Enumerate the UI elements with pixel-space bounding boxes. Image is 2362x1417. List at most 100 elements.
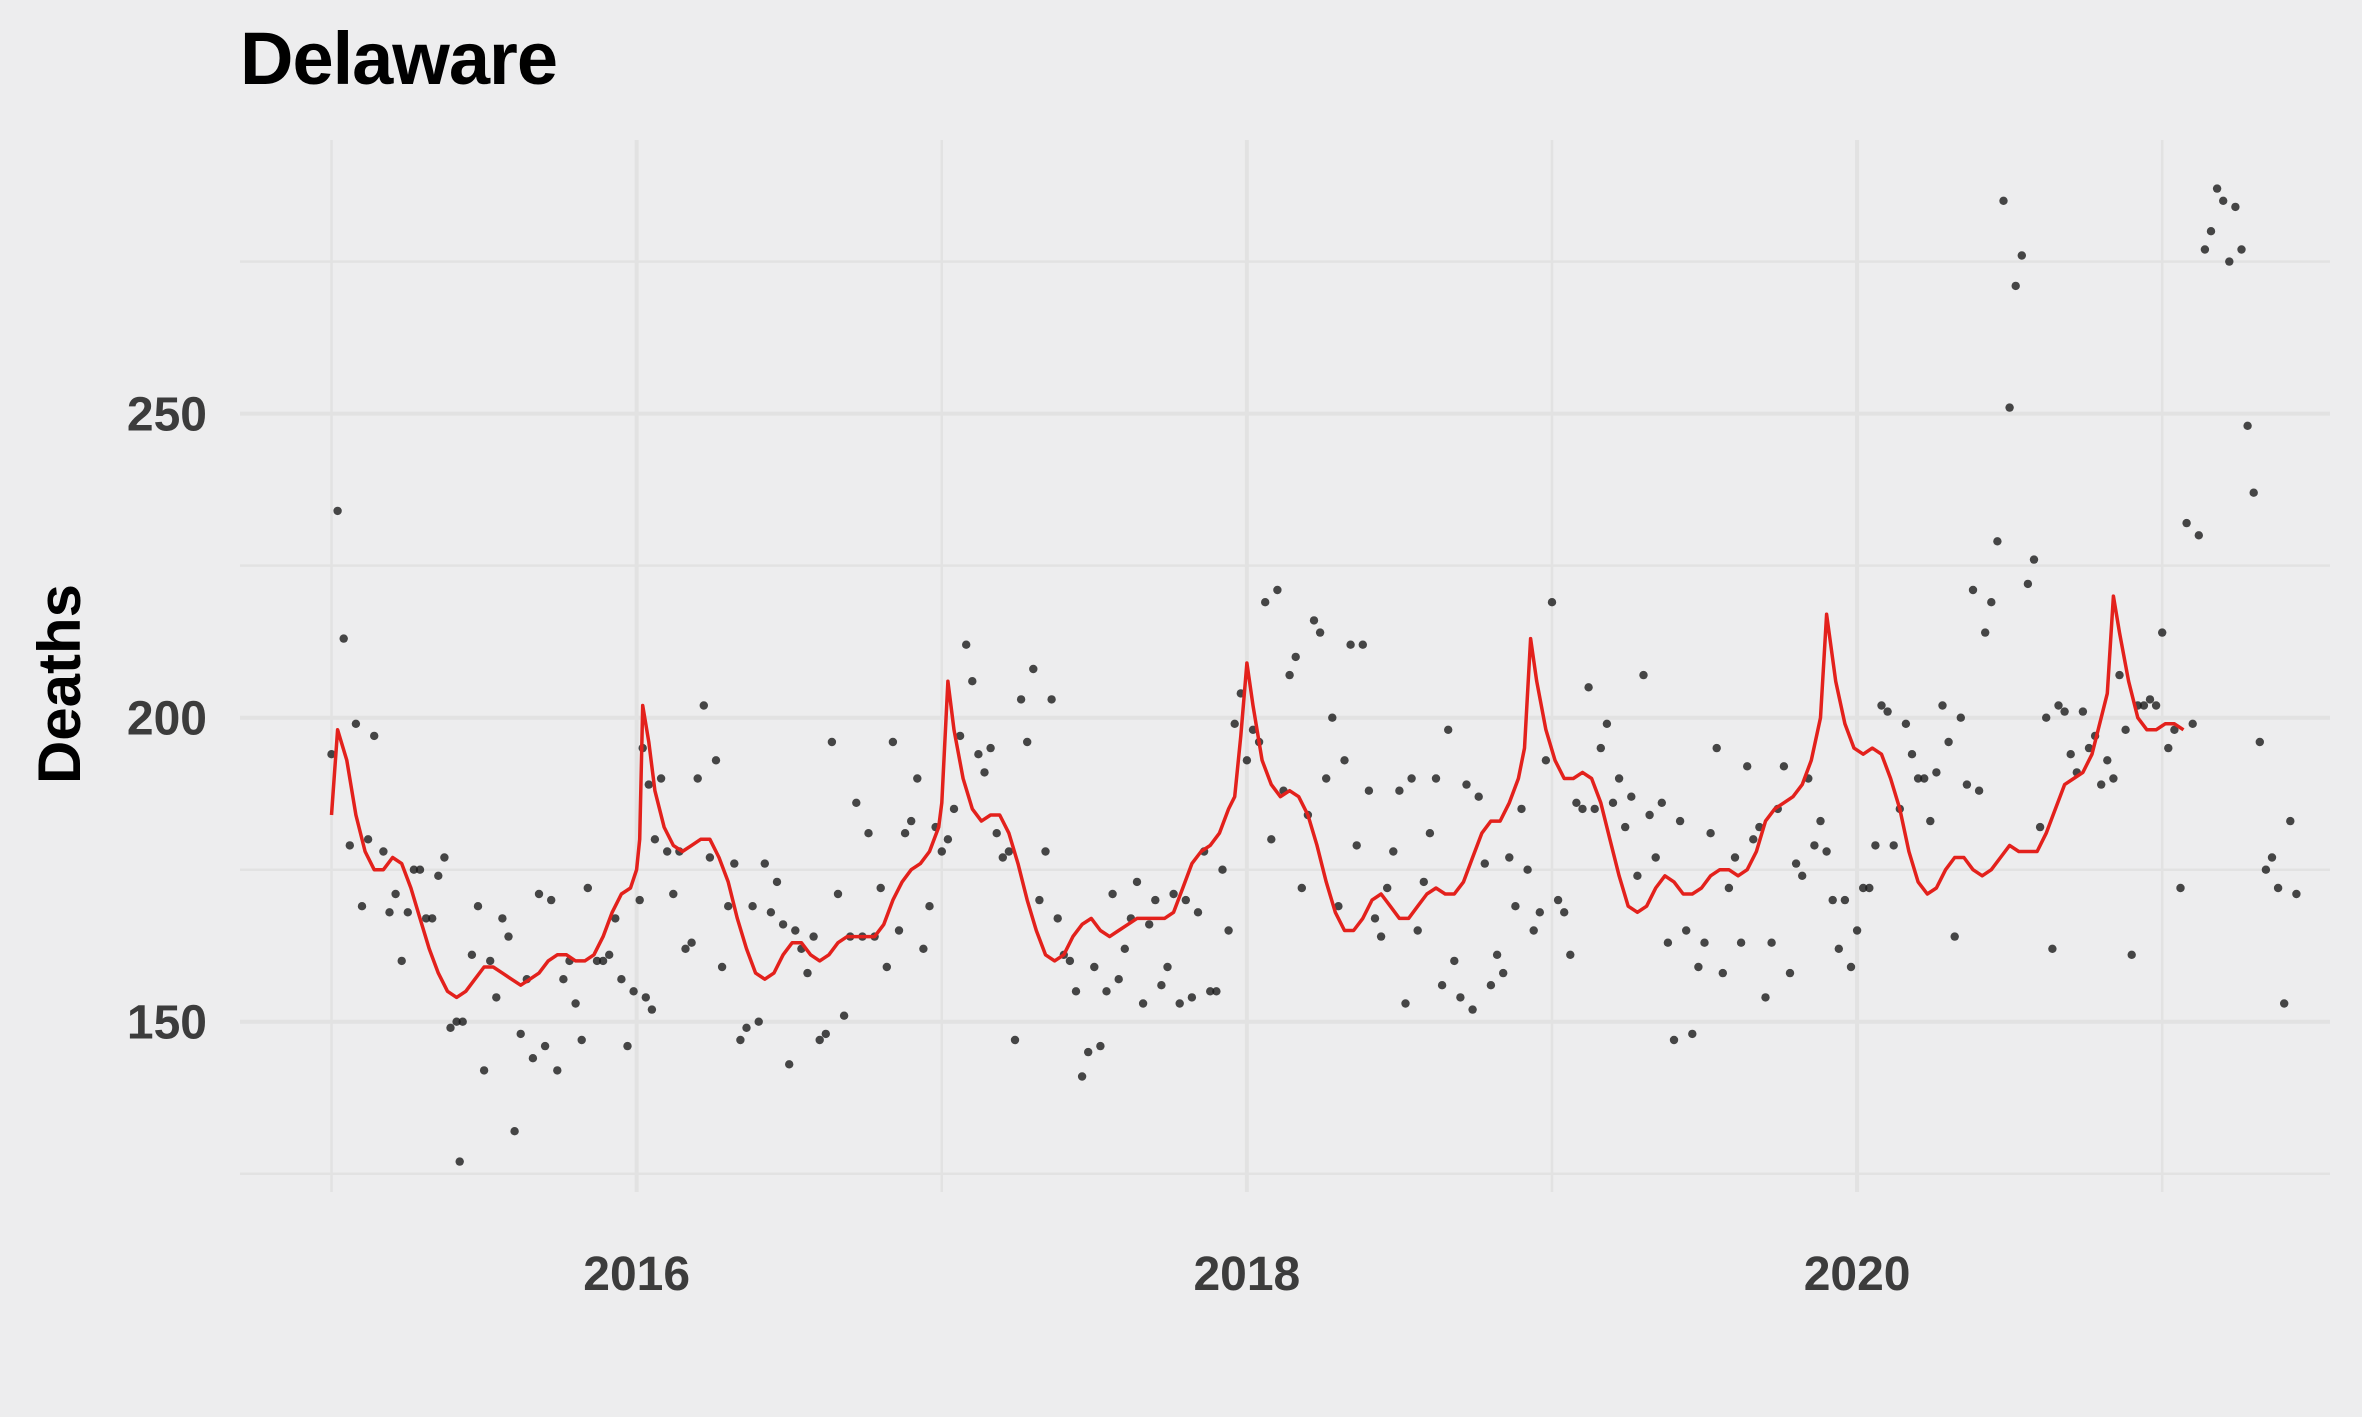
data-point [1053,914,1062,923]
data-point [2225,257,2234,266]
data-point [1102,987,1111,996]
data-point [345,841,354,850]
data-point [992,829,1001,838]
data-point [730,859,739,868]
data-point [1730,853,1740,862]
data-point [1956,713,1966,722]
data-point [629,987,638,996]
data-point [577,1035,586,1045]
data-point [736,1035,745,1045]
data-point [2054,701,2063,710]
data-point [815,1035,824,1045]
data-point [327,750,336,759]
data-point [2139,701,2149,710]
data-point [1743,762,1752,771]
data-point [2060,707,2069,716]
data-point [370,731,379,741]
data-point [1267,835,1276,844]
data-point [428,914,437,923]
data-point [791,926,800,935]
data-point [1297,883,1307,893]
data-point [1968,585,1978,595]
data-point [1639,670,1648,680]
data-point [1389,847,1398,856]
chart-title: Delaware [240,17,558,100]
data-point [1511,902,1520,911]
data-point [2231,202,2240,212]
data-point [656,774,666,783]
data-point [1907,750,1917,759]
data-point [955,731,965,741]
data-point [1712,743,1721,753]
data-point [2035,822,2045,832]
data-point [705,853,715,862]
data-point [1920,774,1929,783]
data-point [907,816,916,826]
data-point [504,932,513,941]
data-point [1633,871,1642,880]
data-point [1346,640,1355,649]
data-point [623,1041,632,1051]
data-point [1230,719,1239,728]
data-point [333,506,342,516]
data-point [724,902,733,911]
data-point [962,640,971,649]
data-point [785,1060,794,1069]
data-point [1029,664,1038,674]
data-point [937,847,946,856]
data-point [1132,877,1142,887]
data-point [1828,895,1837,905]
data-point [1486,981,1496,990]
data-point [1883,707,1892,716]
data-point [1370,914,1380,923]
data-point [1981,628,1990,637]
data-point [598,956,608,966]
data-point [351,719,361,728]
data-point [1401,999,1410,1008]
data-point [1560,908,1569,917]
data-point [492,993,501,1002]
data-point [2292,889,2301,899]
data-point [1315,628,1325,637]
data-point [452,1017,461,1026]
data-point [1974,786,1984,795]
data-point [1645,810,1654,820]
data-point [1004,847,1014,856]
data-point [2103,756,2112,765]
data-point [1273,585,1282,595]
data-point [1547,598,1557,607]
data-point [1718,968,1728,978]
data-point [1761,993,1770,1002]
data-point [980,768,989,777]
data-point [681,944,690,953]
data-point [2188,719,2197,728]
data-point [748,902,757,911]
x-tick-label: 2016 [583,1248,690,1301]
data-point [458,1017,467,1026]
data-point [1169,889,1178,899]
data-point [1602,719,1612,728]
data-point [711,756,721,765]
data-point [1657,798,1667,807]
data-point [2255,737,2264,747]
data-point [1627,792,1636,801]
data-point [1822,847,1831,856]
data-point [833,889,843,899]
data-point [1468,1005,1477,1014]
data-point [1419,877,1429,887]
data-point [1242,756,1252,765]
data-point [1181,895,1191,905]
data-point [2017,251,2027,260]
data-point [882,962,891,972]
data-point [2286,816,2295,826]
data-point [2042,713,2051,722]
data-point [1450,956,1459,966]
data-point [1291,652,1300,662]
data-point [1505,853,1514,862]
data-point [540,1041,550,1051]
data-point [1901,719,1911,728]
data-point [1791,859,1801,868]
data-point [473,902,483,911]
data-point [2109,774,2118,783]
